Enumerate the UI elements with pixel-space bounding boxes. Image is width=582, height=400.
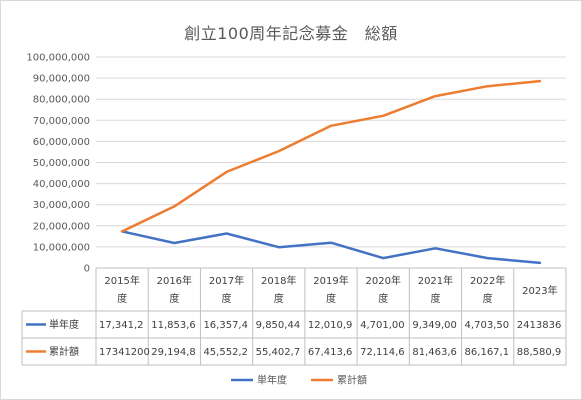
category-label: 度 [117,292,127,305]
y-tick-label: 20,000,000 [33,221,90,232]
category-label: 度 [274,292,284,305]
y-tick-label: 100,000,000 [26,53,90,64]
table-cell: 72,114,6 [360,347,405,358]
table-cell: 67,413,6 [308,347,353,358]
table-cell: 9,850,44 [256,320,301,331]
table-cell: 45,552,2 [203,347,248,358]
series-line [120,230,542,265]
chart-title: 創立100周年記念募金 総額 [184,24,398,43]
table-cell: 86,167,1 [465,347,510,358]
category-label: 度 [483,292,493,305]
table-cell: 17,341,2 [99,320,144,331]
table-cell: 29,194,8 [151,347,196,358]
category-label: 度 [326,292,336,305]
category-label: 2018年 [261,274,296,287]
table-cell: 81,463,6 [412,347,457,358]
legend-label: 単年度 [257,374,287,387]
category-label: 2023年 [522,284,557,297]
table-cell: 9,349,00 [412,320,457,331]
table-cell: 16,357,4 [203,320,248,331]
y-tick-label: 40,000,000 [33,179,90,190]
category-label: 度 [169,292,179,305]
y-tick-label: 10,000,000 [33,242,90,253]
y-tick-label: 30,000,000 [33,200,90,211]
table-cell: 17341200 [99,347,150,358]
series-row-label: 累計額 [49,345,79,358]
y-tick-label: 90,000,000 [33,74,90,85]
y-tick-label: 70,000,000 [33,116,90,127]
y-axis-tick-labels: 0 10,000,000 20,000,000 30,000,000 40,000,00… [26,53,90,275]
category-label: 2022年 [470,274,505,287]
y-tick-label: 0 [84,264,90,275]
table-cell: 55,402,7 [256,347,301,358]
category-label: 度 [430,292,440,305]
y-tick-label: 80,000,000 [33,95,90,106]
legend-label: 累計額 [337,374,367,387]
table-cell: 4,703,50 [465,320,510,331]
category-label: 2017年 [209,274,244,287]
table-cell: 2413836 [517,320,562,331]
category-label: 2015年 [104,274,139,287]
category-label: 度 [378,292,388,305]
legend: 単年度 累計額 [231,374,367,387]
category-label: 2021年 [418,274,453,287]
series-row-label: 単年度 [49,318,79,331]
table-cell: 88,580,9 [517,347,562,358]
y-tick-label: 50,000,000 [33,158,90,169]
category-label: 2020年 [365,274,400,287]
series-line [120,79,542,233]
category-label: 2019年 [313,274,348,287]
category-label: 度 [222,292,232,305]
table-cell: 12,010,9 [308,320,353,331]
series-lines [120,79,542,265]
table-cell: 4,701,00 [360,320,405,331]
y-tick-label: 60,000,000 [33,137,90,148]
table-cell: 11,853,6 [151,320,196,331]
category-label: 2016年 [157,274,192,287]
gridlines [96,56,566,248]
